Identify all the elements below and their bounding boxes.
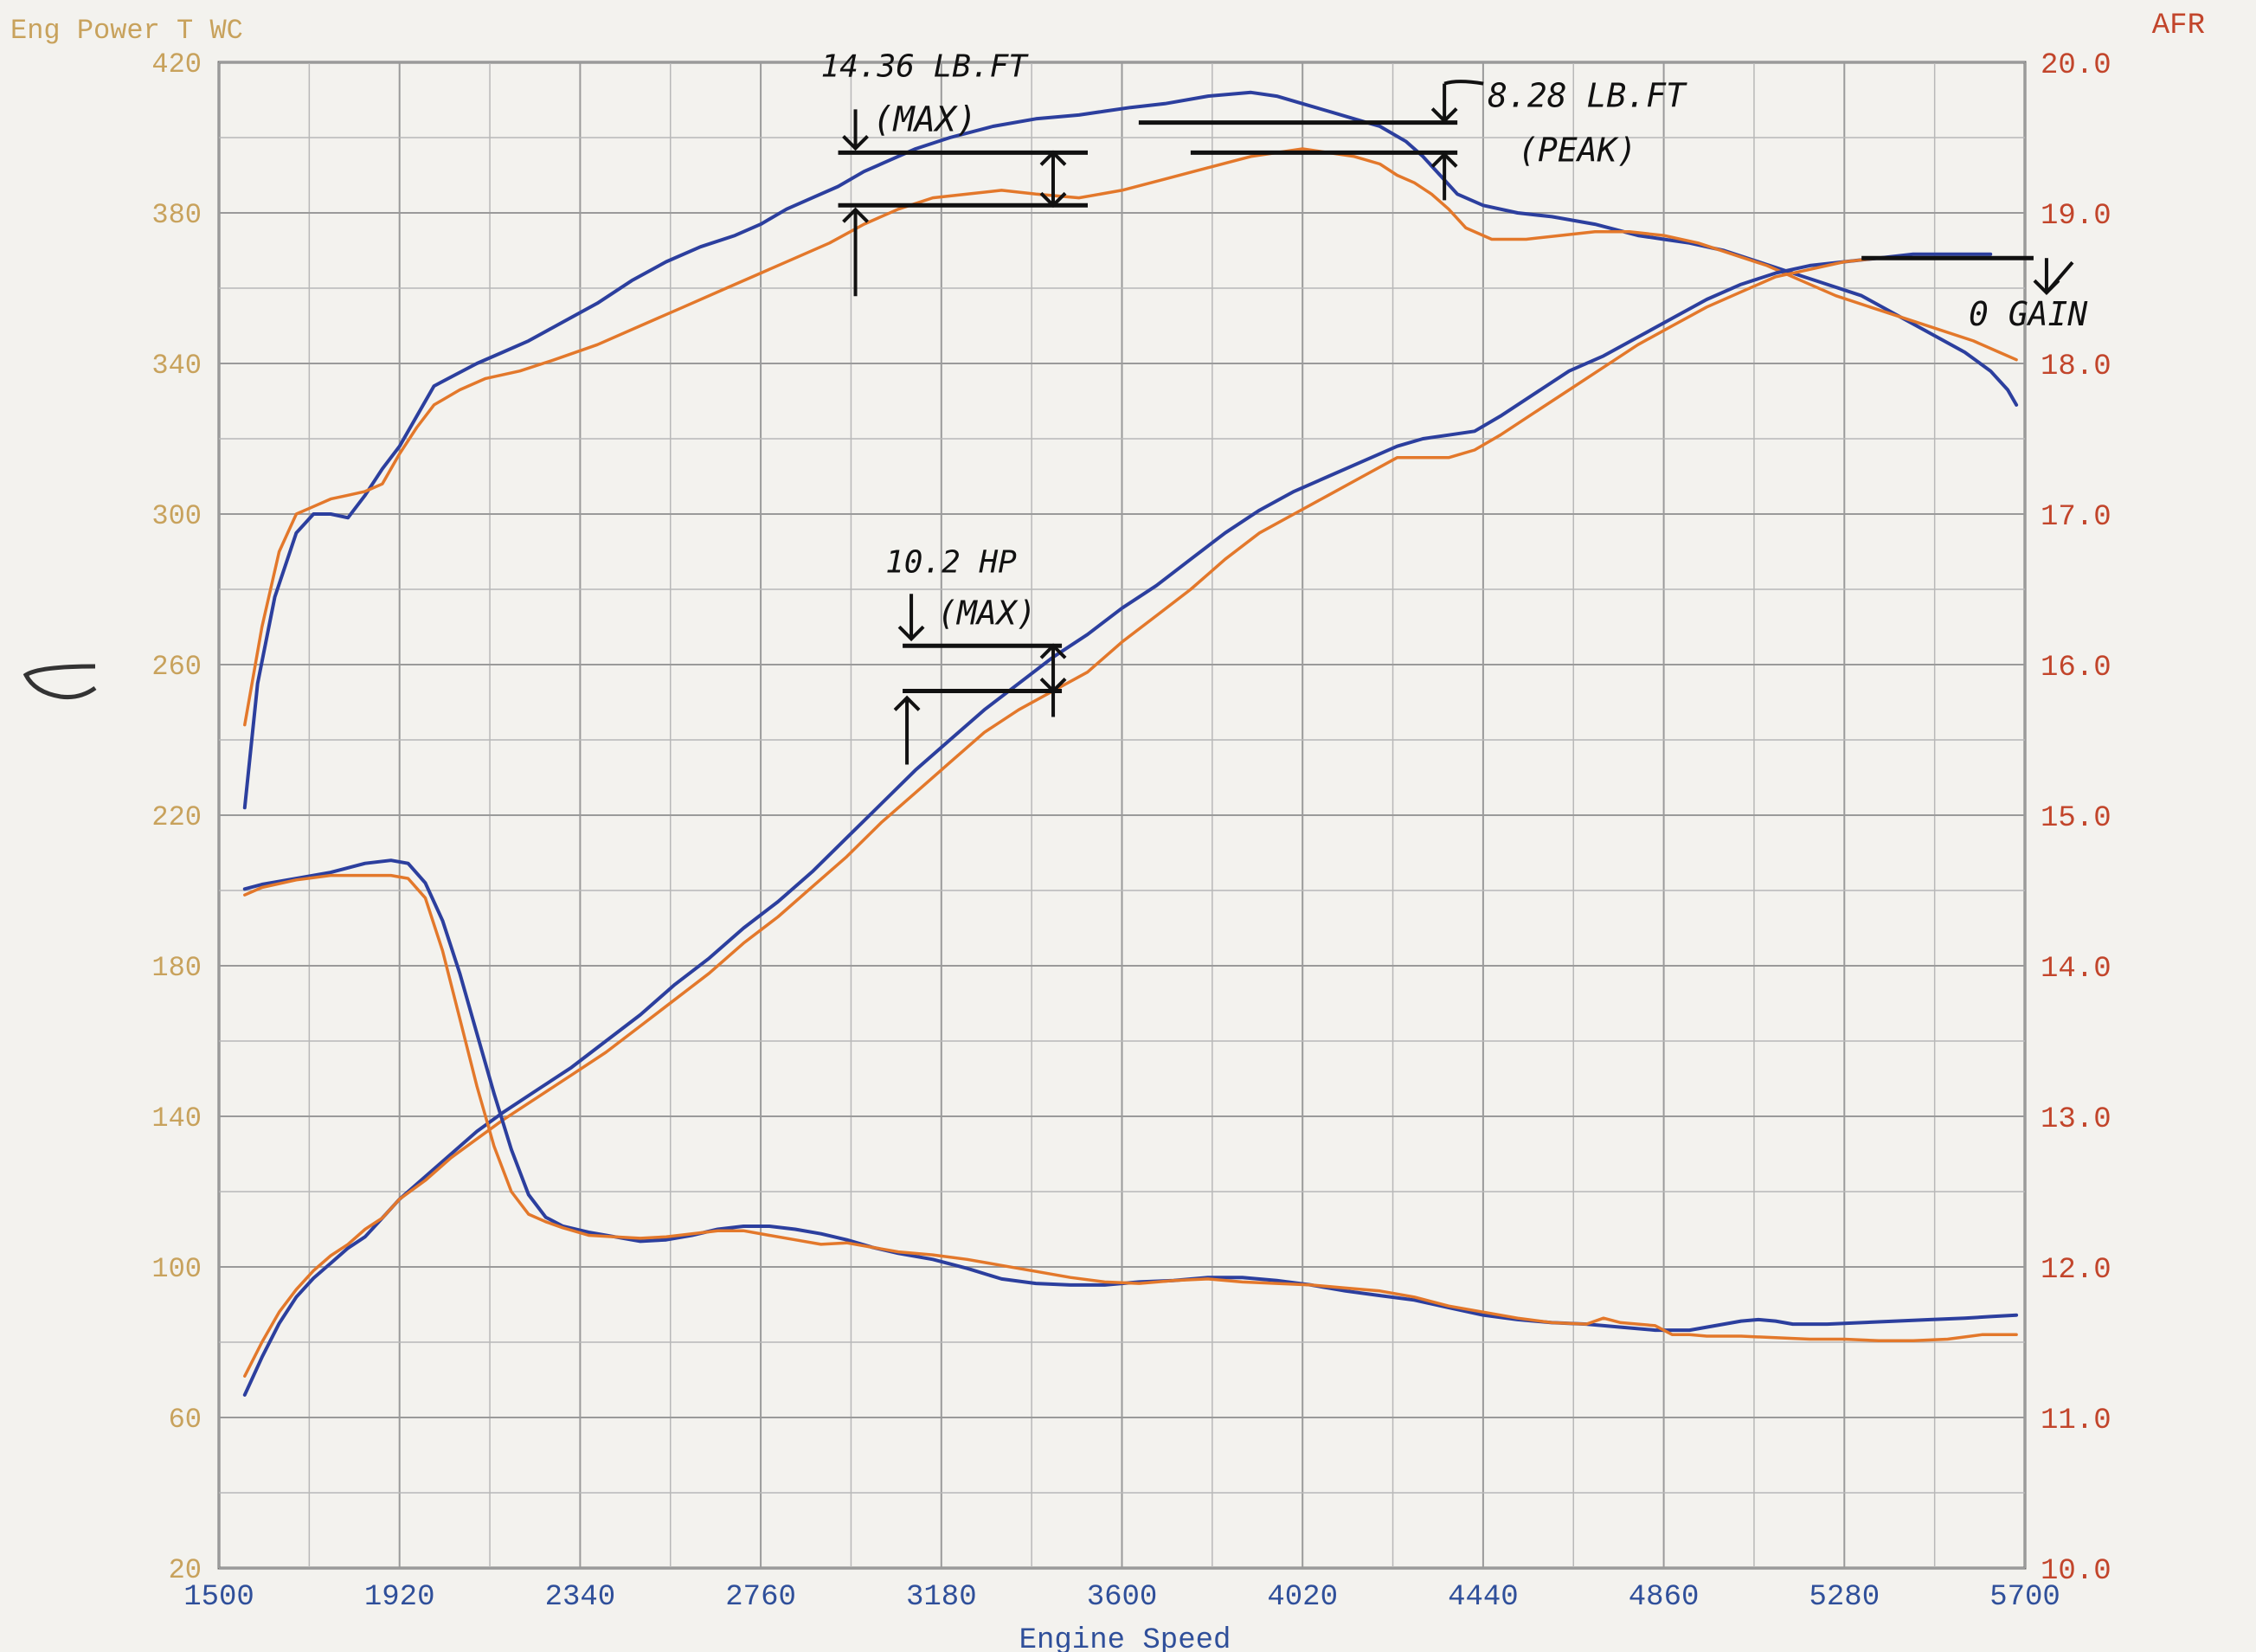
hp-max-value-label: 10.2 HP <box>885 544 1017 580</box>
torque-peak-pointer-up-head <box>1430 151 1458 168</box>
torque-peak-pointer-down-head <box>1430 107 1458 124</box>
hp-max-label: (MAX) <box>937 594 1036 632</box>
y-right-tick-label: 10.0 <box>2041 1555 2111 1588</box>
y-right-tick-label: 20.0 <box>2041 49 2111 82</box>
y-right-tick-label: 17.0 <box>2041 501 2111 534</box>
y-left-tick-label: 420 <box>151 48 202 80</box>
hp-max-span-arrow-down <box>1039 678 1067 694</box>
y-right-tick-label: 15.0 <box>2041 802 2111 835</box>
y-left-tick-label: 220 <box>151 801 202 833</box>
torque-max-value-label: 14.36 LB.FT <box>821 48 1030 84</box>
left-axis-label: Eng Power T WC <box>10 15 243 47</box>
tick-label-layer: 1500 1920 2340 2760 3180 3600 4020 4440 4860 5280… <box>151 48 2111 1614</box>
y-right-tick-label: 11.0 <box>2041 1405 2111 1437</box>
torque-max-span-arrow-down <box>1039 191 1067 209</box>
series-line-afr-orange <box>243 873 2018 1343</box>
torque-peak-pointer-hook <box>1443 80 1484 86</box>
y-left-tick-label: 140 <box>151 1102 202 1135</box>
y-right-tick-label: 14.0 <box>2041 953 2111 986</box>
x-tick-label: 4860 <box>1629 1581 1700 1614</box>
y-left-tick-label: 20 <box>169 1554 202 1586</box>
x-tick-label: 2340 <box>545 1581 616 1614</box>
torque-max-pointer-down-head <box>842 134 869 151</box>
y-left-tick-label: 260 <box>151 651 202 683</box>
y-right-tick-label: 12.0 <box>2041 1254 2111 1287</box>
annotation-layer: 14.36 LB.FT (MAX) 8.28 LB.FT (PEAK) 10.2 HP (… <box>821 48 2087 765</box>
x-tick-label: 5700 <box>1989 1581 2060 1614</box>
hp-max-pointer-up-head <box>893 695 921 711</box>
right-axis-label: AFR <box>2152 10 2205 42</box>
y-left-tick-label: 60 <box>169 1404 202 1436</box>
x-tick-label: 2760 <box>725 1581 796 1614</box>
y-left-tick-label: 180 <box>151 952 202 984</box>
y-right-tick-label: 18.0 <box>2041 350 2111 383</box>
x-axis-label: Engine Speed <box>1019 1624 1231 1652</box>
y-left-tick-label: 340 <box>151 350 202 382</box>
grid-layer <box>217 61 2027 1570</box>
x-tick-label: 4440 <box>1448 1581 1519 1614</box>
y-right-tick-label: 19.0 <box>2041 200 2111 233</box>
series-line-afr-blue <box>242 858 2019 1333</box>
y-right-tick-label: 13.0 <box>2041 1103 2111 1136</box>
torque-peak-label: (PEAK) <box>1518 132 1636 170</box>
torque-max-span-arrow-up <box>1039 150 1067 166</box>
hp-gain-label: 0 GAIN <box>1969 295 2087 333</box>
hp-max-pointer-down-head <box>897 625 925 642</box>
binder-hole-mark <box>22 664 97 699</box>
torque-max-pointer-up-head <box>842 207 869 223</box>
y-left-tick-label: 300 <box>151 500 202 532</box>
series-line-torque-orange <box>243 147 2018 727</box>
x-tick-label: 3600 <box>1087 1581 1158 1614</box>
torque-peak-value-label: 8.28 LB.FT <box>1488 77 1687 115</box>
hp-max-span-arrow-up <box>1039 643 1067 659</box>
x-tick-label: 5280 <box>1809 1581 1880 1614</box>
hp-gain-check-stroke <box>2045 260 2074 294</box>
x-tick-label: 1500 <box>183 1581 254 1614</box>
x-tick-label: 4020 <box>1267 1581 1338 1614</box>
torque-max-label: (MAX) <box>873 100 977 139</box>
y-left-tick-label: 380 <box>151 199 202 231</box>
y-right-tick-label: 16.0 <box>2041 652 2111 685</box>
x-tick-label: 3180 <box>906 1581 977 1614</box>
x-tick-label: 1920 <box>364 1581 435 1614</box>
y-left-tick-label: 100 <box>151 1253 202 1285</box>
